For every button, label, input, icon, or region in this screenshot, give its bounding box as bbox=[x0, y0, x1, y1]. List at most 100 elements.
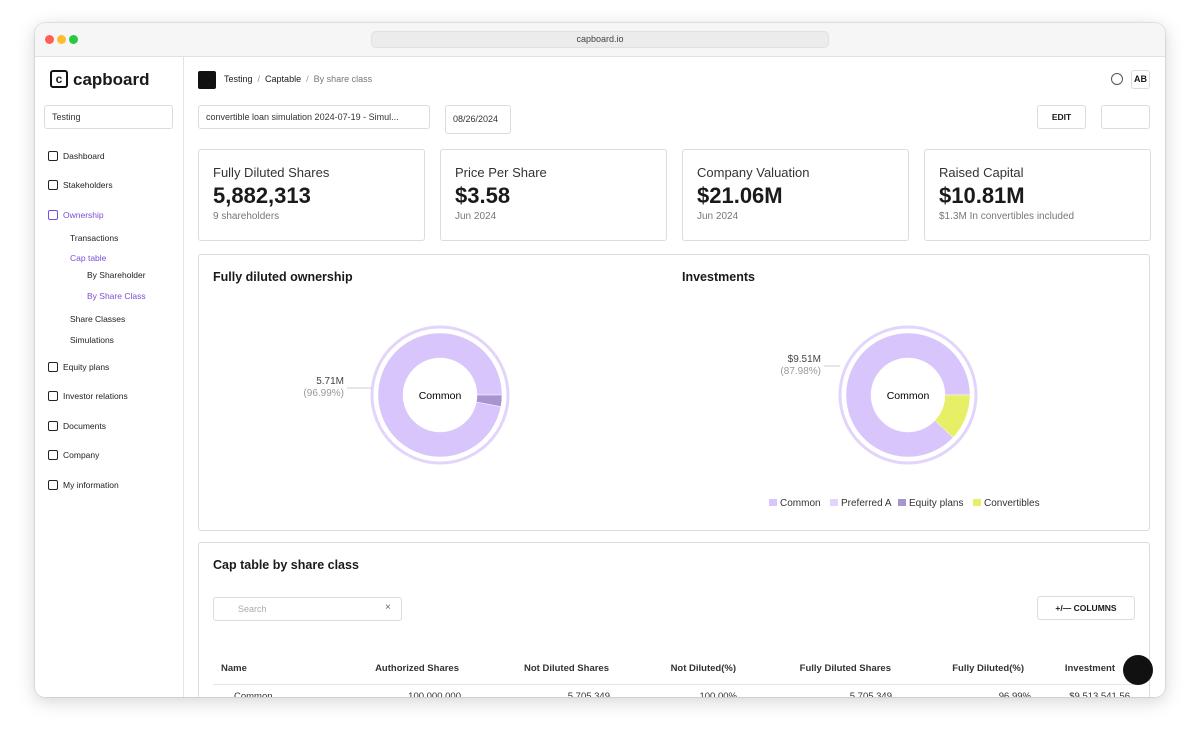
stat-label: Fully Diluted Shares bbox=[213, 165, 330, 180]
close-button[interactable] bbox=[45, 35, 54, 44]
zoom-button[interactable] bbox=[69, 35, 78, 44]
nav-item[interactable]: By Share Class bbox=[87, 291, 146, 301]
nav-item[interactable]: Dashboard bbox=[63, 151, 105, 161]
donut-center: Common bbox=[419, 390, 462, 402]
column-header[interactable]: Investment bbox=[1064, 663, 1115, 674]
table-cell: Common bbox=[234, 691, 273, 697]
table-cell: 96.99% bbox=[998, 691, 1031, 697]
column-header[interactable]: Fully Diluted Shares bbox=[799, 663, 891, 674]
nav-item[interactable]: Equity plans bbox=[63, 362, 110, 372]
workspace-select[interactable] bbox=[44, 105, 173, 129]
share-button[interactable] bbox=[1101, 105, 1150, 129]
nav-item[interactable]: By Shareholder bbox=[87, 270, 146, 280]
table-cell: 100,000,000 bbox=[408, 691, 461, 697]
stat-card bbox=[924, 149, 1151, 241]
url-bar[interactable] bbox=[371, 31, 829, 48]
nav-item[interactable]: My information bbox=[63, 480, 119, 490]
avatar[interactable]: AB bbox=[1131, 70, 1150, 89]
nav-icon bbox=[48, 151, 58, 161]
search-placeholder: Search bbox=[238, 604, 267, 614]
table-title: Cap table by share class bbox=[213, 558, 359, 572]
stat-value: $3.58 bbox=[455, 183, 511, 208]
stat-note: $1.3M In convertibles included bbox=[939, 211, 1075, 222]
donut-segment bbox=[377, 332, 503, 458]
stat-note: Jun 2024 bbox=[455, 211, 497, 222]
company-logo bbox=[198, 71, 216, 89]
minimize-button[interactable] bbox=[57, 35, 66, 44]
nav-item[interactable]: Share Classes bbox=[70, 314, 126, 324]
legend-label: Common bbox=[780, 498, 821, 509]
nav-item[interactable]: Cap table bbox=[70, 253, 107, 263]
nav-icon bbox=[48, 391, 58, 401]
logo-text: capboard bbox=[73, 70, 150, 89]
date-input[interactable] bbox=[445, 105, 511, 134]
donut-segment bbox=[934, 394, 971, 438]
stat-label: Raised Capital bbox=[939, 165, 1024, 180]
table-cell: 5,705,349 bbox=[849, 691, 892, 697]
chart-title: Investments bbox=[682, 270, 755, 284]
columns-button[interactable]: +/— COLUMNS bbox=[1037, 596, 1135, 620]
stat-card bbox=[682, 149, 909, 241]
search-input[interactable] bbox=[213, 597, 402, 621]
clear-search[interactable]: × bbox=[385, 602, 391, 613]
breadcrumb-item[interactable]: Captable bbox=[265, 74, 302, 84]
donut-segment bbox=[845, 332, 971, 458]
browser-window: capboard.io c capboard Testing Testing /… bbox=[35, 23, 1165, 697]
table-cell: $9,513,541.56 bbox=[1069, 691, 1130, 697]
legend-swatch bbox=[830, 499, 838, 506]
nav-icon bbox=[48, 421, 58, 431]
legend-label: Preferred A bbox=[841, 498, 892, 509]
nav-icon bbox=[48, 180, 58, 190]
logo-icon: c bbox=[50, 70, 68, 88]
legend-swatch bbox=[769, 499, 777, 506]
breadcrumb-item[interactable]: Testing bbox=[224, 74, 253, 84]
nav-item[interactable]: Investor relations bbox=[63, 391, 128, 401]
outer-ring bbox=[370, 325, 510, 465]
stat-note: Jun 2024 bbox=[697, 211, 739, 222]
donut-charts: Common 5.71M(96.99%) Common $9.51M(87.98%) C… bbox=[303, 325, 1040, 509]
nav-item[interactable]: Simulations bbox=[70, 335, 114, 345]
nav-item[interactable]: Company bbox=[63, 450, 100, 460]
column-header[interactable]: Authorized Shares bbox=[375, 663, 459, 674]
column-header[interactable]: Not Diluted Shares bbox=[524, 663, 609, 674]
table-header-rule bbox=[213, 684, 1135, 685]
stat-note: 9 shareholders bbox=[213, 211, 280, 222]
nav-item[interactable]: Ownership bbox=[63, 210, 104, 220]
table-cell: 5,705,349 bbox=[567, 691, 610, 697]
column-header[interactable]: Fully Diluted(%) bbox=[952, 663, 1024, 674]
column-header[interactable]: Name bbox=[221, 663, 247, 674]
nav-item[interactable]: Transactions bbox=[70, 233, 119, 243]
stage: capboard.io c capboard Testing Testing /… bbox=[35, 23, 1165, 697]
table-cell: 100.00% bbox=[699, 691, 737, 697]
legend-label: Equity plans bbox=[909, 498, 963, 509]
breadcrumb-item: By share class bbox=[313, 74, 373, 84]
donut-label-pct: (87.98%) bbox=[780, 366, 821, 377]
donut-label-pct: (96.99%) bbox=[303, 388, 344, 399]
url-text: capboard.io bbox=[576, 34, 624, 44]
help-icon[interactable] bbox=[1111, 73, 1123, 85]
nav-item[interactable]: Documents bbox=[63, 421, 106, 431]
column-header[interactable]: Not Diluted(%) bbox=[670, 663, 736, 674]
donut-label: 5.71M bbox=[316, 376, 344, 387]
stat-value: $21.06M bbox=[697, 183, 783, 208]
donut-label: $9.51M bbox=[788, 354, 821, 365]
stat-card bbox=[440, 149, 667, 241]
workspace-text: Testing bbox=[52, 112, 81, 122]
stat-label: Company Valuation bbox=[697, 165, 810, 180]
chat-button[interactable] bbox=[1123, 655, 1153, 685]
nav-icon bbox=[48, 480, 58, 490]
outer-ring bbox=[838, 325, 978, 465]
breadcrumb: Testing / Captable / By share class bbox=[224, 74, 373, 84]
legend-swatch bbox=[898, 499, 906, 506]
simulation-select[interactable] bbox=[198, 105, 430, 129]
stat-value: $10.81M bbox=[939, 183, 1025, 208]
nav-icon bbox=[48, 362, 58, 372]
nav-icon bbox=[48, 450, 58, 460]
donut-center: Common bbox=[887, 390, 930, 402]
donut-segment bbox=[476, 394, 503, 407]
stat-label: Price Per Share bbox=[455, 165, 547, 180]
nav-item[interactable]: Stakeholders bbox=[63, 180, 113, 190]
legend-label: Convertibles bbox=[984, 498, 1040, 509]
stat-card bbox=[198, 149, 425, 241]
edit-button[interactable]: EDIT bbox=[1037, 105, 1086, 129]
